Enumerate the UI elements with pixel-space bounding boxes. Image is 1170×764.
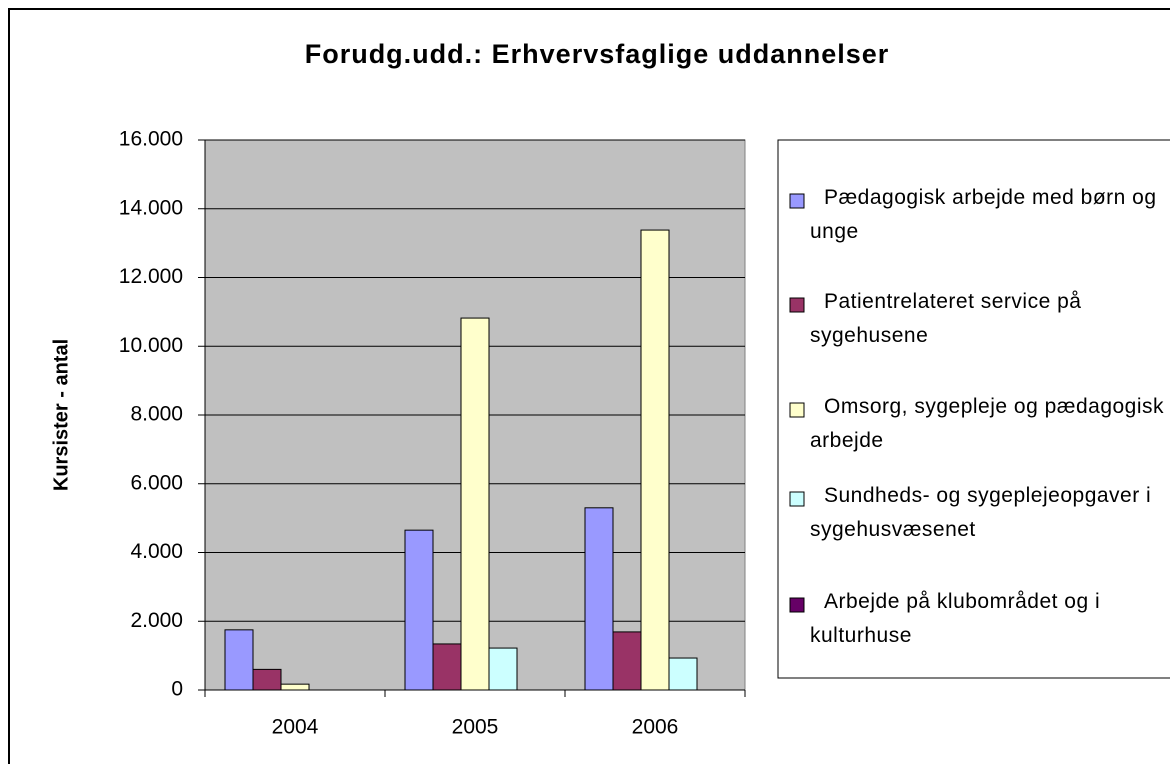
bar [404,529,434,691]
y-tick-label: 0 [171,678,183,701]
bar [584,507,614,691]
y-axis-label: Kursister - antal [50,339,72,491]
legend-label: Patientrelateret service på sygehusene [810,290,1082,347]
bar [488,647,518,691]
bar [640,229,670,691]
y-tick-label: 12.000 [119,265,183,288]
y-tick-label: 14.000 [119,196,183,219]
legend-box [777,139,1170,679]
legend-swatch [789,193,805,209]
bar [224,629,254,691]
bar [280,683,310,691]
x-tick-label: 2006 [632,716,679,739]
bar [612,631,642,691]
y-tick-label: 16.000 [119,128,183,151]
legend-swatch [789,297,805,313]
bar [668,657,698,691]
legend-swatch [789,491,805,507]
x-tick-label: 2005 [452,716,499,739]
legend-label: Pædagogisk arbejde med børn og unge [810,186,1157,243]
legend-swatch [789,402,805,418]
bar [460,317,490,691]
bar [432,643,462,691]
y-tick-label: 6.000 [130,471,183,494]
legend-label: Omsorg, sygepleje og pædagogisk arbejde [810,395,1165,452]
y-tick-label: 10.000 [119,334,183,357]
y-tick-label: 8.000 [130,403,183,426]
y-tick-label: 4.000 [130,540,183,563]
x-tick-label: 2004 [272,716,319,739]
bar [252,668,282,691]
y-tick-label: 2.000 [130,609,183,632]
legend-swatch [789,597,805,613]
legend-label: Sundheds- og sygeplejeopgaver i sygehusv… [810,484,1152,541]
legend-label: Arbejde på klubområdet og i kulturhuse [810,590,1101,647]
chart-title: Forudg.udd.: Erhvervsfaglige uddannelser [305,39,890,69]
